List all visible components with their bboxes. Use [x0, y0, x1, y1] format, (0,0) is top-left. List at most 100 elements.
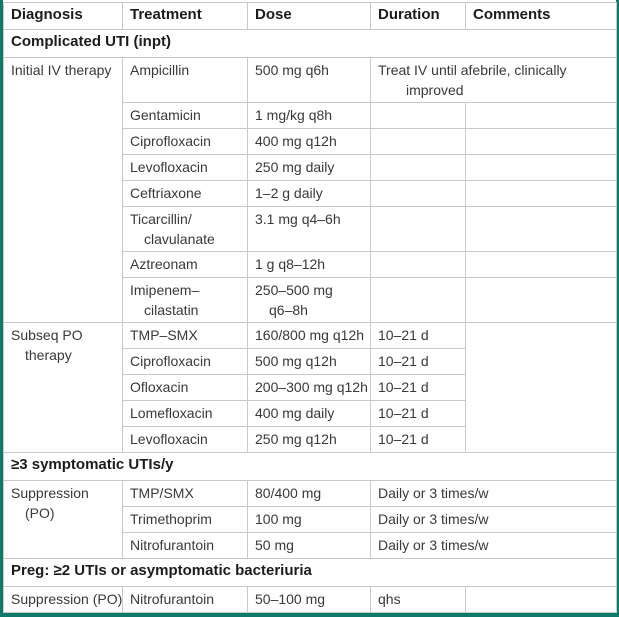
section-row: Preg: ≥2 UTIs or asymptomatic bacteriuri…: [3, 558, 617, 587]
comments-cell: [465, 128, 617, 155]
table-row: Suppression (PO) Nitrofurantoin 50–100 m…: [3, 586, 617, 613]
section-title: Preg: ≥2 UTIs or asymptomatic bacteriuri…: [3, 558, 617, 587]
treatment-cell: Nitrofurantoin: [122, 532, 248, 559]
diagnosis-cell: Suppression (PO): [3, 586, 123, 613]
comments-cell: [465, 251, 617, 278]
treatment-cell: TMP–SMX: [122, 322, 248, 349]
dose-line1: 250–500 mg: [255, 282, 333, 298]
comments-cell: [465, 154, 617, 181]
section-row: ≥3 symptomatic UTIs/y: [3, 452, 617, 481]
treatment-cell: TMP/SMX: [122, 480, 248, 507]
dose-cell: 500 mg q12h: [247, 348, 371, 375]
column-header-dose: Dose: [247, 2, 371, 30]
duration-comments-cell: Treat IV until afebrile, clinically impr…: [370, 57, 617, 103]
diagnosis-line1: Suppression: [11, 485, 89, 501]
table-row: Imipenem– cilastatin 250–500 mg q6–8h: [4, 277, 617, 323]
diagnosis-line1: Subseq PO: [11, 327, 83, 343]
diagnosis-cell: Subseq PO therapy: [3, 322, 123, 453]
dose-cell: 250 mg q12h: [247, 426, 371, 453]
dose-line2: q6–8h: [269, 302, 308, 318]
section-title: ≥3 symptomatic UTIs/y: [3, 452, 617, 481]
duration-cell: [370, 154, 466, 181]
table-row: Ciprofloxacin 500 mg q12h 10–21 d: [4, 348, 617, 375]
dose-cell: 200–300 mg q12h: [247, 374, 371, 401]
duration-cell: [370, 251, 466, 278]
treatment-cell: Ticarcillin/ clavulanate: [122, 206, 248, 252]
dose-cell: 160/800 mg q12h: [247, 322, 371, 349]
treatment-cell: Imipenem– cilastatin: [122, 277, 248, 323]
treatment-cell: Ofloxacin: [122, 374, 248, 401]
duration-cell: [370, 206, 466, 252]
treatment-cell: Gentamicin: [122, 102, 248, 129]
diagnosis-line2: therapy: [25, 347, 72, 363]
duration-cell: 10–21 d: [370, 400, 466, 427]
section-title: Complicated UTI (inpt): [3, 29, 617, 58]
table-row: Initial IV therapy Ampicillin 500 mg q6h…: [3, 57, 617, 323]
duration-cell: [370, 102, 466, 129]
duration-comments-cell: Daily or 3 times/w: [370, 532, 617, 559]
treatment-cell: Trimethoprim: [122, 506, 248, 533]
dose-cell: 500 mg q6h: [247, 57, 371, 103]
comments-cell: [465, 180, 617, 207]
dose-cell: 400 mg daily: [247, 400, 371, 427]
dose-cell: 250–500 mg q6–8h: [247, 277, 371, 323]
treatment-line1: Imipenem–: [130, 282, 200, 298]
duration-cell: 10–21 d: [370, 374, 466, 401]
table-row: Levofloxacin 250 mg daily: [4, 154, 617, 181]
table-row: Ceftriaxone 1–2 g daily: [4, 180, 617, 207]
column-header-duration: Duration: [370, 2, 466, 30]
table-row: Gentamicin 1 mg/kg q8h: [4, 102, 617, 129]
dose-cell: 3.1 mg q4–6h: [247, 206, 371, 252]
dose-cell: 250 mg daily: [247, 154, 371, 181]
dose-cell: 50–100 mg: [247, 586, 371, 613]
treatment-cell: Ampicillin: [122, 57, 248, 103]
duration-cell: qhs: [370, 586, 466, 613]
treatment-line1: Ticarcillin/: [130, 211, 192, 227]
treatment-cell: Levofloxacin: [122, 154, 248, 181]
column-header-comments: Comments: [465, 2, 617, 30]
table-row: Nitrofurantoin 50 mg Daily or 3 times/w: [4, 532, 617, 559]
treatment-cell: Levofloxacin: [122, 426, 248, 453]
treatment-cell: Ciprofloxacin: [122, 128, 248, 155]
table-row: Subseq PO therapy TMP–SMX 160/800 mg q12…: [3, 322, 617, 453]
comment-line1: Treat IV until afebrile, clinically: [378, 62, 567, 78]
duration-cell: [370, 277, 466, 323]
comments-cell: [465, 586, 617, 613]
treatment-cell: Aztreonam: [122, 251, 248, 278]
duration-comments-cell: Daily or 3 times/w: [370, 506, 617, 533]
dose-cell: 1 g q8–12h: [247, 251, 371, 278]
duration-cell: [370, 180, 466, 207]
duration-cell: 10–21 d: [370, 322, 466, 349]
column-header-treatment: Treatment: [122, 2, 248, 30]
diagnosis-cell: Initial IV therapy: [3, 57, 123, 323]
duration-cell: [370, 128, 466, 155]
treatment-line2: clavulanate: [144, 231, 215, 247]
comments-cell: [465, 277, 617, 323]
dose-cell: 400 mg q12h: [247, 128, 371, 155]
table-row: Levofloxacin 250 mg q12h 10–21 d: [4, 426, 617, 453]
table-row: Aztreonam 1 g q8–12h: [4, 251, 617, 278]
comments-merged-cell: [465, 322, 617, 453]
duration-comments-cell: Daily or 3 times/w: [370, 480, 617, 507]
section-row: Complicated UTI (inpt): [3, 29, 617, 58]
treatment-cell: Lomefloxacin: [122, 400, 248, 427]
dose-cell: 50 mg: [247, 532, 371, 559]
header-row: Diagnosis Treatment Dose Duration Commen…: [3, 2, 617, 30]
dose-cell: 1 mg/kg q8h: [247, 102, 371, 129]
comment-line2: improved: [406, 82, 464, 98]
treatment-cell: Ciprofloxacin: [122, 348, 248, 375]
dose-cell: 100 mg: [247, 506, 371, 533]
dose-cell: 80/400 mg: [247, 480, 371, 507]
treatment-cell: Ceftriaxone: [122, 180, 248, 207]
diagnosis-line2: (PO): [25, 505, 55, 521]
dose-cell: 1–2 g daily: [247, 180, 371, 207]
comments-cell: [465, 102, 617, 129]
duration-cell: 10–21 d: [370, 348, 466, 375]
diagnosis-cell: Suppression (PO): [3, 480, 123, 559]
comments-cell: [465, 206, 617, 252]
duration-cell: 10–21 d: [370, 426, 466, 453]
column-header-diagnosis: Diagnosis: [3, 2, 123, 30]
table-row: Suppression (PO) TMP/SMX 80/400 mg Daily…: [3, 480, 617, 559]
treatment-cell: Nitrofurantoin: [122, 586, 248, 613]
